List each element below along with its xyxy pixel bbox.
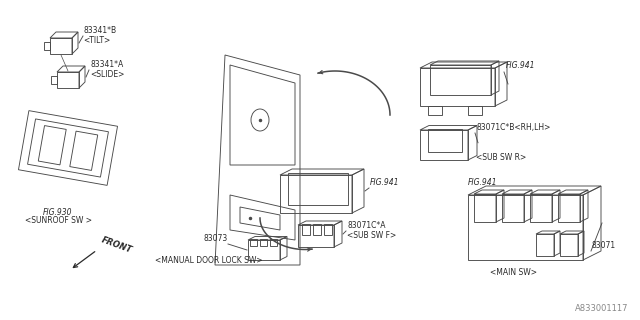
Text: FRONT: FRONT bbox=[100, 236, 133, 255]
Text: <TILT>: <TILT> bbox=[83, 36, 110, 45]
Text: <MAIN SW>: <MAIN SW> bbox=[490, 268, 537, 277]
Text: <SUNROOF SW >: <SUNROOF SW > bbox=[24, 216, 92, 225]
Text: FIG.941: FIG.941 bbox=[370, 178, 399, 187]
Text: 83341*B: 83341*B bbox=[83, 26, 116, 35]
Text: <SUB SW R>: <SUB SW R> bbox=[476, 153, 526, 162]
Text: 83341*A: 83341*A bbox=[90, 60, 124, 69]
Text: 83071: 83071 bbox=[592, 241, 616, 250]
Text: A833001117: A833001117 bbox=[575, 304, 628, 313]
Text: FIG.941: FIG.941 bbox=[506, 61, 536, 70]
Text: 83071C*B<RH,LH>: 83071C*B<RH,LH> bbox=[476, 123, 550, 132]
Text: <SUB SW F>: <SUB SW F> bbox=[347, 231, 396, 240]
Text: FIG.930: FIG.930 bbox=[44, 208, 73, 217]
Text: 83071C*A: 83071C*A bbox=[347, 221, 385, 230]
Text: <MANUAL DOOR LOCK SW>: <MANUAL DOOR LOCK SW> bbox=[155, 256, 262, 265]
Text: FIG.941: FIG.941 bbox=[468, 178, 497, 187]
Text: <SLIDE>: <SLIDE> bbox=[90, 70, 124, 79]
Text: 83073: 83073 bbox=[204, 234, 228, 243]
